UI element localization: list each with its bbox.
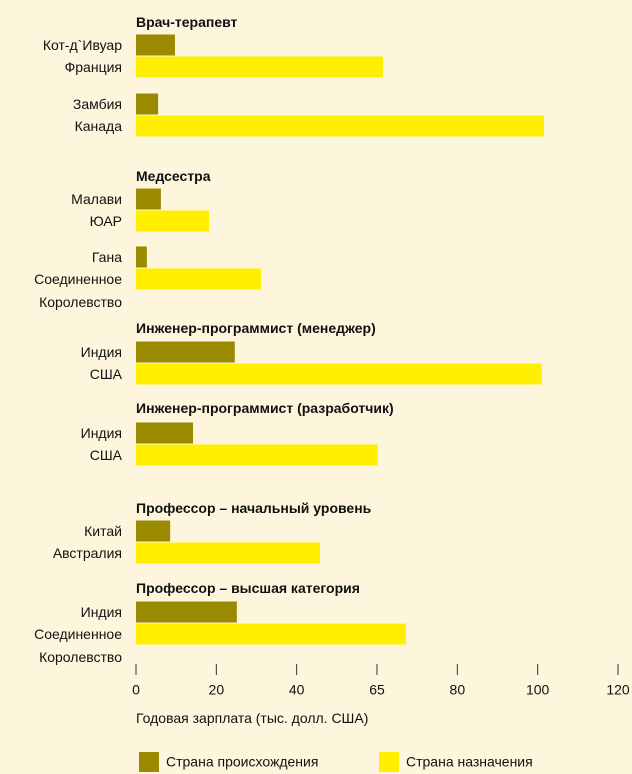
category-label: Малави (71, 190, 122, 207)
bar (136, 93, 159, 115)
legend-label: Страна происхождения (166, 754, 318, 770)
bar (136, 56, 384, 78)
group-title: Медсестра (136, 168, 211, 184)
bar (136, 422, 194, 444)
category-label: ЮАР (89, 212, 122, 229)
bar (136, 34, 175, 56)
bar (136, 341, 235, 363)
category-label: Замбия (72, 95, 122, 112)
x-tick-label: 65 (369, 682, 385, 698)
category-label: Индия (80, 603, 122, 620)
category-label: Соединенное Королевство (34, 625, 122, 665)
x-tick-label: 20 (209, 682, 225, 698)
category-label: Китай (84, 522, 122, 539)
bar (136, 520, 171, 542)
category-label: Индия (80, 343, 122, 360)
x-tick-label: 0 (132, 682, 140, 698)
bar (136, 268, 261, 290)
bar (136, 623, 406, 645)
bar (136, 210, 210, 232)
legend-label: Страна назначения (406, 754, 533, 770)
bar (136, 115, 545, 137)
bar (136, 444, 378, 466)
group-title: Врач-терапевт (136, 14, 238, 30)
group-title: Профессор – высшая категория (136, 580, 360, 596)
category-label: Гана (91, 248, 122, 265)
legend-swatch (379, 752, 399, 772)
category-label: Соединенное Королевство (34, 270, 122, 310)
category-label: Индия (80, 424, 122, 441)
bar (136, 188, 161, 210)
category-label: Кот-д`Ивуар (42, 36, 122, 53)
category-label: США (89, 365, 122, 382)
category-label: Австралия (52, 544, 122, 561)
category-label: США (89, 446, 122, 463)
x-tick-label: 40 (289, 682, 305, 698)
x-tick-label: 100 (526, 682, 550, 698)
x-tick-label: 80 (450, 682, 466, 698)
group-title: Профессор – начальный уровень (136, 500, 372, 516)
x-tick-label: 120 (606, 682, 630, 698)
category-label: Франция (64, 58, 122, 75)
bar (136, 363, 542, 385)
group-title: Инженер-программист (разработчик) (136, 400, 394, 416)
x-axis-label: Годовая зарплата (тыс. долл. США) (136, 710, 369, 726)
group-title: Инженер-программист (менеджер) (136, 320, 376, 336)
bar (136, 246, 147, 268)
legend-swatch (139, 752, 159, 772)
bar (136, 542, 320, 564)
category-label: Канада (74, 117, 122, 134)
bar (136, 601, 237, 623)
